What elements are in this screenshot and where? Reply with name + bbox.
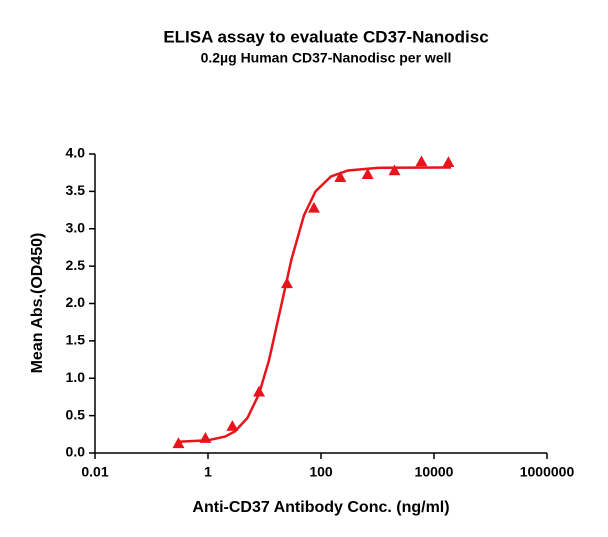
data-point [307,201,320,213]
data-point [361,168,374,179]
y-tick-label: 0.0 [66,444,86,460]
x-tick-label: 100 [309,464,333,480]
y-tick-label: 2.5 [66,257,86,273]
y-axis-label: Mean Abs.(OD450) [29,233,46,374]
chart-subtitle: 0.2µg Human CD37-Nanodisc per well [201,50,452,66]
x-axis-label: Anti-CD37 Antibody Conc. (ng/ml) [192,499,449,516]
y-tick-label: 0.5 [66,406,86,422]
x-tick-label: 10000 [415,464,454,480]
data-point [199,432,212,443]
data-point [280,277,293,289]
y-tick-label: 3.5 [66,182,86,198]
chart-title: ELISA assay to evaluate CD37-Nanodisc [163,27,488,46]
data-point [172,437,185,449]
y-tick-label: 1.0 [66,369,86,385]
data-point [334,171,347,182]
x-tick-label: 1 [204,464,212,480]
data-point [388,164,401,176]
data-point [415,155,428,167]
data-point [253,385,266,397]
data-point [442,156,455,168]
y-tick-label: 3.0 [66,219,86,235]
x-tick-label: 0.01 [81,464,108,480]
data-point [226,420,239,431]
y-tick-label: 2.0 [66,294,86,310]
x-tick-label: 1000000 [520,464,575,480]
y-tick-label: 4.0 [66,145,86,161]
fit-curve [178,166,452,444]
y-tick-label: 1.5 [66,332,86,348]
